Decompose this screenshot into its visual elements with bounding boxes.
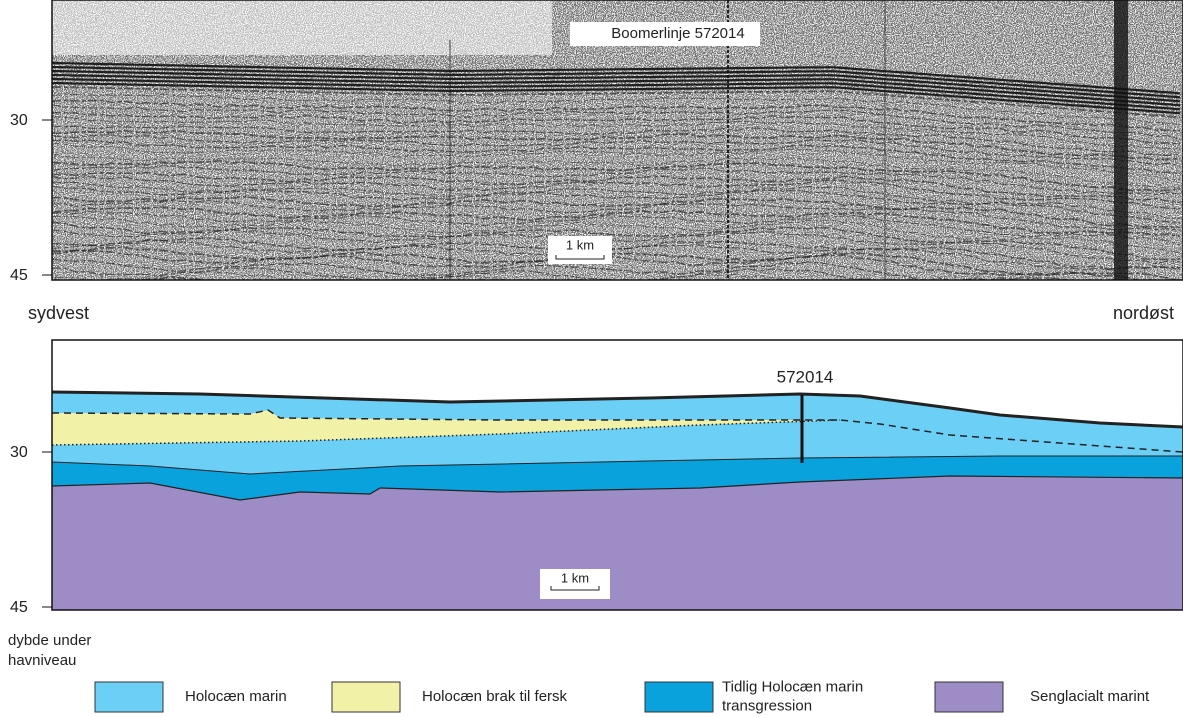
legend-label: Tidlig Holocæn marin: [722, 678, 863, 695]
legend-swatch: [95, 682, 163, 712]
legend-swatch: [645, 682, 713, 712]
seismic-image: [52, 0, 1183, 315]
depth-label: 45: [10, 267, 28, 284]
depth-caption: havniveau: [8, 652, 76, 669]
depth-label: 30: [10, 112, 28, 129]
legend: Holocæn marin Holocæn brak til fersk Tidli…: [95, 678, 1150, 714]
legend-label: Holocæn marin: [185, 688, 287, 705]
scale-label: 1 km: [566, 237, 594, 252]
reflector: [52, 284, 1180, 314]
legend-label: transgression: [722, 697, 812, 714]
section: [52, 340, 1183, 610]
seismic-title: Boomerlinje 572014: [611, 25, 744, 42]
depth-label: 45: [10, 599, 28, 616]
legend-swatch: [332, 682, 400, 712]
depth-caption: dybde under: [8, 632, 91, 649]
depth-label: 30: [10, 444, 28, 461]
reflector: [52, 277, 1180, 308]
legend-swatch: [935, 682, 1003, 712]
direction-label: sydvest: [28, 303, 89, 323]
legend-label: Senglacialt marint: [1030, 688, 1150, 705]
scale-label: 1 km: [561, 570, 589, 585]
direction-label: nordøst: [1113, 303, 1174, 323]
figure: Boomerlinje 572014 1 km 30 45 sydvest no…: [0, 0, 1183, 717]
legend-label: Holocæn brak til fersk: [422, 688, 568, 705]
borehole-label: 572014: [777, 367, 834, 386]
